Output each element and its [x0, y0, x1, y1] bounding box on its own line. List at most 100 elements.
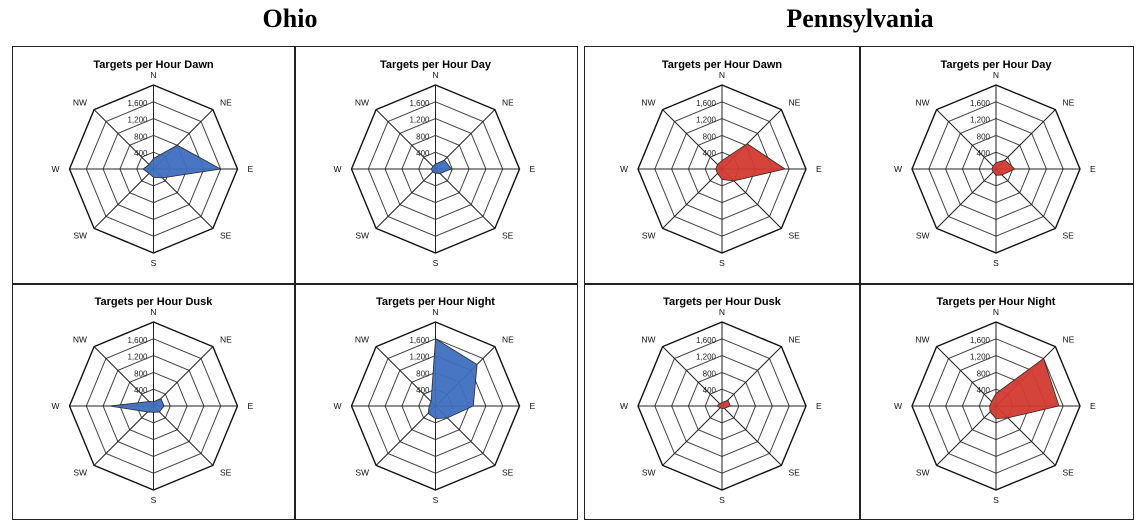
spoke-sw [662, 405, 723, 466]
direction-label-n: N [432, 70, 438, 80]
spoke-ne [153, 346, 214, 407]
spoke-nw [93, 346, 154, 407]
chart-title: Targets per Hour Dawn [662, 59, 782, 71]
radar-svg: Targets per Hour Dusk 400 800 1,200 1,600 N NE… [51, 296, 253, 505]
ohio-panel: Targets per Hour Dawn 400 800 1,200 1,600 N NE… [12, 46, 578, 520]
tick-label: 1,200 [970, 353, 991, 362]
direction-label-s: S [433, 258, 439, 268]
direction-label-sw: SW [916, 467, 930, 477]
radar-svg: Targets per Hour Dusk 400 800 1,200 1,600 N NE… [620, 296, 822, 505]
tick-label: 400 [977, 386, 991, 395]
spoke-nw [375, 109, 436, 170]
chart-title: Targets per Hour Dawn [93, 59, 213, 71]
tick-label: 1,200 [127, 353, 148, 362]
direction-label-nw: NW [915, 335, 929, 345]
direction-label-ne: NE [502, 98, 514, 108]
spoke-nw [375, 346, 436, 407]
tick-label: 800 [134, 369, 148, 378]
chart-title: Targets per Hour Night [937, 296, 1056, 308]
spoke-ne [995, 109, 1056, 170]
tick-label: 1,600 [127, 336, 148, 345]
radar-chart-ohio-dawn: Targets per Hour Dawn 400 800 1,200 1,600 N NE… [13, 47, 294, 283]
chart-title: Targets per Hour Night [376, 296, 495, 308]
tick-label: 400 [134, 149, 148, 158]
radar-svg: Targets per Hour Night 400 800 1,200 1,600 N N… [333, 296, 535, 505]
direction-label-se: SE [502, 230, 514, 240]
spoke-se [435, 168, 496, 229]
tick-label: 1,600 [127, 99, 148, 108]
data-area [430, 159, 453, 174]
direction-label-se: SE [788, 467, 800, 477]
radar-chart-ohio-dusk: Targets per Hour Dusk 400 800 1,200 1,600 N NE… [13, 284, 294, 518]
chart-title: Targets per Hour Dusk [95, 296, 214, 308]
data-area [991, 159, 1016, 176]
radar-svg: Targets per Hour Night 400 800 1,200 1,600 N N… [894, 296, 1096, 505]
spoke-nw [936, 109, 997, 170]
spoke-sw [936, 405, 997, 466]
direction-label-ne: NE [788, 335, 800, 345]
spoke-nw [662, 109, 723, 170]
radar-svg: Targets per Hour Day 400 800 1,200 1,600 N NE E… [333, 59, 536, 268]
spoke-sw [936, 168, 997, 229]
tick-label: 800 [977, 369, 991, 378]
tick-label: 1,600 [409, 99, 430, 108]
tick-label: 400 [134, 386, 148, 395]
tick-label: 1,600 [696, 336, 717, 345]
tick-label: 1,200 [409, 353, 430, 362]
direction-label-w: W [620, 401, 628, 411]
direction-label-ne: NE [788, 98, 800, 108]
tick-label: 1,600 [970, 336, 991, 345]
chart-title: Targets per Hour Dusk [663, 296, 782, 308]
radar-chart-pa-dusk: Targets per Hour Dusk 400 800 1,200 1,600 N NE… [585, 284, 859, 518]
direction-label-s: S [719, 258, 725, 268]
direction-label-se: SE [220, 467, 232, 477]
direction-label-n: N [150, 70, 156, 80]
direction-label-nw: NW [915, 98, 929, 108]
pennsylvania-panel: Targets per Hour Dawn 400 800 1,200 1,600 N NE… [584, 46, 1134, 520]
direction-label-s: S [151, 495, 157, 505]
spoke-nw [936, 346, 997, 407]
direction-label-ne: NE [220, 98, 232, 108]
panel-divider-horizontal [13, 283, 577, 285]
tick-label: 400 [977, 149, 991, 158]
direction-label-w: W [894, 164, 902, 174]
radar-svg: Targets per Hour Dawn 400 800 1,200 1,600 N NE… [51, 59, 254, 268]
direction-label-nw: NW [355, 98, 369, 108]
direction-label-sw: SW [642, 467, 656, 477]
tick-label: 1,600 [409, 336, 430, 345]
direction-label-s: S [719, 495, 725, 505]
spoke-nw [93, 109, 154, 170]
tick-label: 800 [703, 369, 717, 378]
spoke-sw [662, 168, 723, 229]
radar-chart-pa-night: Targets per Hour Night 400 800 1,200 1,600 N N… [860, 284, 1132, 518]
direction-label-s: S [993, 495, 999, 505]
spoke-sw [375, 168, 436, 229]
direction-label-se: SE [220, 230, 232, 240]
data-area [142, 144, 222, 179]
direction-label-nw: NW [355, 335, 369, 345]
spoke-sw [375, 405, 436, 466]
tick-label: 1,600 [970, 99, 991, 108]
direction-label-nw: NW [641, 335, 655, 345]
spoke-ne [721, 346, 782, 407]
tick-label: 1,600 [696, 99, 717, 108]
direction-label-n: N [719, 307, 725, 317]
tick-label: 800 [416, 132, 430, 141]
direction-label-w: W [51, 401, 59, 411]
tick-label: 1,200 [696, 353, 717, 362]
direction-label-w: W [620, 164, 628, 174]
direction-label-e: E [530, 164, 536, 174]
direction-label-e: E [248, 164, 254, 174]
spoke-sw [93, 405, 154, 466]
direction-label-s: S [151, 258, 157, 268]
tick-label: 400 [416, 386, 430, 395]
spoke-se [995, 168, 1056, 229]
direction-label-sw: SW [355, 230, 369, 240]
radar-svg: Targets per Hour Dawn 400 800 1,200 1,600 N NE… [620, 59, 822, 268]
spoke-se [153, 405, 214, 466]
tick-label: 800 [977, 132, 991, 141]
direction-label-ne: NE [220, 335, 232, 345]
direction-label-sw: SW [73, 467, 87, 477]
direction-label-se: SE [788, 230, 800, 240]
direction-label-w: W [51, 164, 59, 174]
